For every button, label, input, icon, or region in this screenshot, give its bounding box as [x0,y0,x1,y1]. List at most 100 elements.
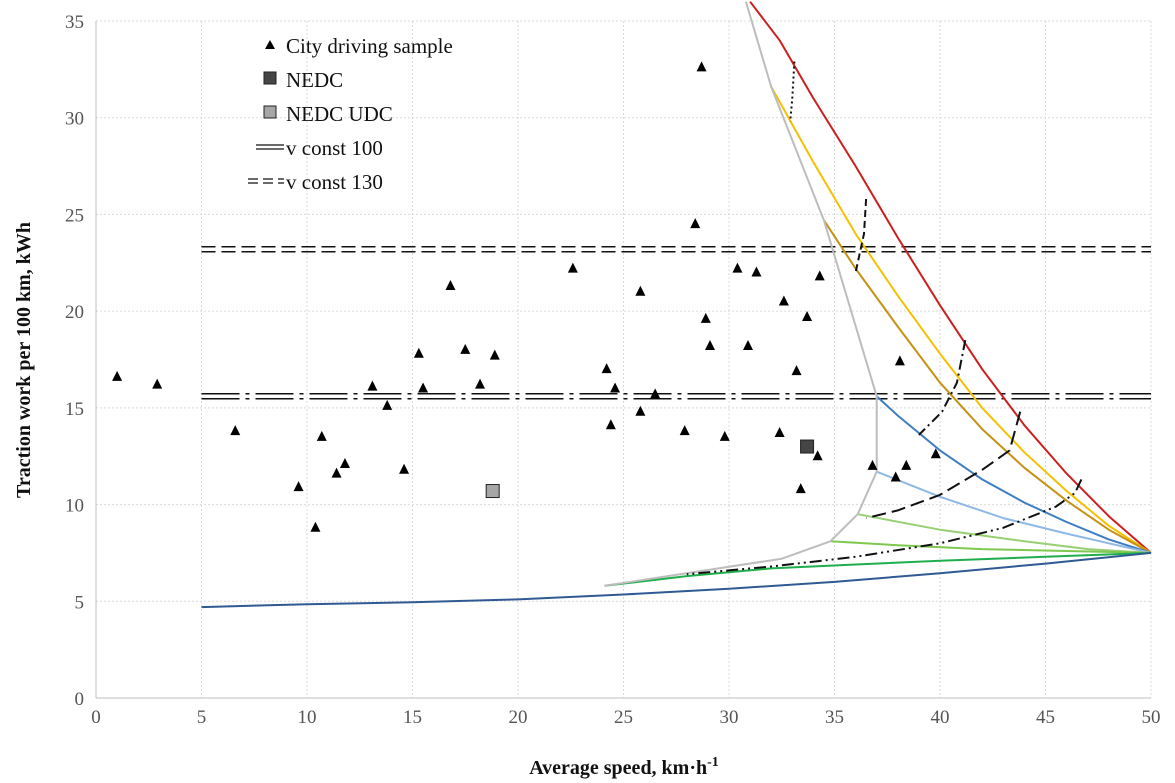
city-driving-point [310,521,321,532]
y-tick-label: 35 [65,12,84,33]
legend-item: NEDC [263,68,343,92]
x-tick-label: 10 [298,707,317,728]
city-driving-point [316,430,327,441]
y-tick-label: 25 [65,205,84,226]
legend-label: City driving sample [286,34,453,58]
legend-label: NEDC [286,68,343,92]
legend-label: v const 100 [286,136,383,160]
city-driving-point [610,382,621,393]
city-driving-point [802,310,813,321]
city-driving-point [293,481,304,492]
legend-triangle-icon [265,40,275,49]
x-axis-title: Average speed, km·h-1 [529,755,719,779]
x-axis-title-text: Average speed, km·h [529,757,707,779]
city-driving-point [751,266,762,277]
y-tick-label: 10 [65,496,84,517]
x-tick-label: 30 [720,707,739,728]
x-tick-label: 15 [403,707,422,728]
city-driving-point [635,285,646,296]
city-driving-point [413,347,424,358]
city-driving-point [650,388,661,399]
city-driving-point [700,312,711,323]
city-driving-point [690,218,701,229]
curve-light_green [857,513,1152,554]
city-driving-point [382,399,393,410]
v-const-130-line [201,246,1151,253]
city-driving-point [732,262,743,273]
city-driving-point [774,427,785,438]
grid [96,20,1152,698]
legend-item: v const 100 [256,136,383,160]
city-driving-point [399,463,410,474]
dashed-curve-dotted [789,61,796,122]
x-tick-label: 20 [509,707,528,728]
city-driving-point [901,459,912,470]
legend-square-light-icon [263,105,277,119]
city-driving-point [719,430,730,441]
city-driving-point [635,405,646,416]
nedc-udc-point [485,484,500,499]
x-tick-label: 50 [1142,707,1161,728]
city-driving-point [331,467,342,478]
v-const-100-line [201,393,1151,400]
x-tick-label: 40 [931,707,950,728]
city-driving-point [339,457,350,468]
legend-label: NEDC UDC [286,102,393,126]
dashed-curve-dashdotdot [686,478,1083,576]
city-driving-point [742,339,753,350]
y-tick-label: 20 [65,302,84,323]
legend-label: v const 130 [286,170,383,194]
legend: City driving sample NEDC NEDC UDC v const 1… [248,34,453,194]
city-driving-point [696,61,707,72]
model-curves [201,1,1152,609]
nedc-point [800,439,815,454]
dashed-curve-longdash [865,411,1022,520]
city-driving-point [605,419,616,430]
city-driving-point [567,262,578,273]
city-driving-point [705,339,716,350]
city-driving-point [152,378,163,389]
legend-item: v const 130 [248,170,383,194]
curve-green_mid [830,540,1152,554]
curve-blue [876,395,1152,554]
city-driving-point [890,471,901,482]
dashed-curves [686,61,1083,576]
city-driving-point [679,425,690,436]
x-tick-label: 25 [614,707,633,728]
curve-yellow [770,86,1152,554]
x-tick-label: 45 [1036,707,1055,728]
city-driving-point [601,363,612,374]
city-driving-point [867,459,878,470]
curve-gold [823,219,1152,554]
y-tick-label: 0 [75,689,85,710]
city-driving-point [814,270,825,281]
x-axis-title-superscript: -1 [707,755,719,770]
curve-navy [201,551,1152,609]
legend-item: NEDC UDC [263,102,393,126]
y-tick-label: 30 [65,109,84,130]
curve-red [749,1,1152,554]
y-tick-label: 5 [75,592,85,613]
axes [95,21,1152,699]
curve-light_blue [876,470,1152,554]
city-driving-point [445,279,456,290]
tick-labels: 0 5 10 15 20 25 30 35 40 45 50 0 5 10 15 20 25 30 35 [65,12,1161,728]
legend-item: City driving sample [265,34,453,58]
city-driving-point [791,365,802,376]
y-tick-label: 15 [65,399,84,420]
constant-speed-lines [201,246,1151,400]
dashed-curve-dashdot [918,340,967,436]
city-driving-point [475,378,486,389]
legend-square-dark-icon [263,71,277,85]
city-driving-point [812,450,823,461]
y-axis-title: Traction work per 100 km, kWh [13,222,35,498]
data-points [112,61,941,532]
dashed-curve-dashed [854,198,868,273]
city-driving-point [894,355,905,366]
x-tick-label: 35 [825,707,844,728]
city-driving-point [418,382,429,393]
curve-gray [604,1,878,587]
curve-green [604,551,1152,587]
